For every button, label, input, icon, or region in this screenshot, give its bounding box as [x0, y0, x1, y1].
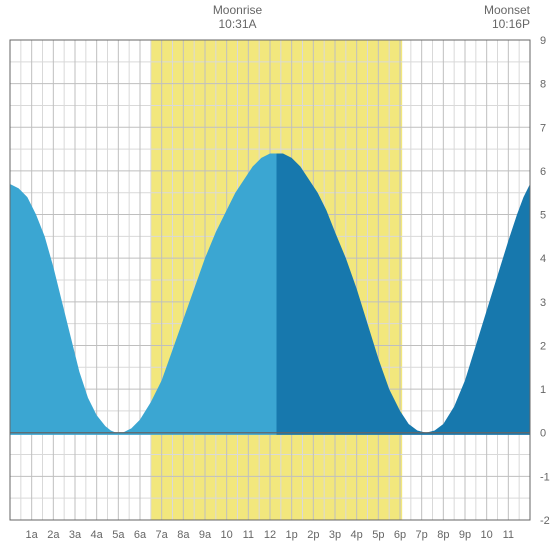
x-tick-label: 1p: [286, 529, 298, 541]
x-tick-label: 3p: [329, 529, 341, 541]
x-tick-label: 10: [481, 529, 493, 541]
x-tick-label: 2p: [307, 529, 319, 541]
x-tick-label: 11: [243, 529, 254, 541]
y-tick-label: -1: [540, 471, 550, 483]
y-tick-label: 3: [540, 297, 546, 309]
x-tick-label: 7p: [416, 529, 428, 541]
x-tick-label: 1a: [26, 529, 39, 541]
y-tick-label: 7: [540, 122, 546, 134]
x-tick-label: 7a: [156, 529, 169, 541]
x-tick-label: 4p: [351, 529, 363, 541]
x-tick-label: 9p: [459, 529, 471, 541]
x-tick-label: 6p: [394, 529, 406, 541]
moonset-label: Moonset: [484, 3, 531, 17]
x-tick-label: 12: [264, 529, 276, 541]
y-tick-label: 4: [540, 253, 546, 265]
x-tick-label: 10: [221, 529, 233, 541]
y-tick-label: 9: [540, 35, 546, 47]
y-tick-label: 8: [540, 79, 546, 91]
y-tick-label: 5: [540, 210, 546, 222]
x-tick-label: 5p: [372, 529, 384, 541]
x-tick-label: 5a: [112, 529, 125, 541]
y-tick-label: 6: [540, 166, 546, 178]
x-tick-label: 11: [503, 529, 514, 541]
y-tick-label: -2: [540, 515, 550, 527]
x-tick-label: 2a: [47, 529, 60, 541]
x-tick-label: 8a: [177, 529, 190, 541]
moonrise-label: Moonrise: [213, 3, 263, 17]
chart-svg: 1a2a3a4a5a6a7a8a9a1011121p2p3p4p5p6p7p8p…: [0, 0, 550, 550]
moonset-time: 10:16P: [492, 17, 530, 31]
x-tick-label: 9a: [199, 529, 212, 541]
x-tick-label: 3a: [69, 529, 82, 541]
x-tick-label: 4a: [91, 529, 104, 541]
x-tick-label: 8p: [437, 529, 449, 541]
x-tick-label: 6a: [134, 529, 147, 541]
moonrise-time: 10:31A: [218, 17, 256, 31]
y-tick-label: 0: [540, 428, 546, 440]
y-tick-label: 1: [540, 384, 546, 396]
tide-chart: 1a2a3a4a5a6a7a8a9a1011121p2p3p4p5p6p7p8p…: [0, 0, 550, 550]
y-tick-label: 2: [540, 340, 546, 352]
